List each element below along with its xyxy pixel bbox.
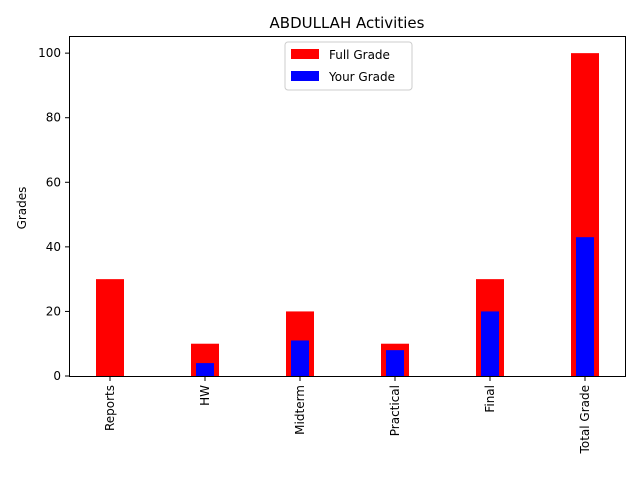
y-tick-label-5: 100 bbox=[38, 46, 61, 60]
full-grade-bar-0 bbox=[96, 279, 124, 376]
y-axis-label: Grades bbox=[15, 187, 29, 230]
legend: Full Grade Your Grade bbox=[284, 41, 413, 91]
chart-title: ABDULLAH Activities bbox=[270, 14, 425, 32]
y-tick-label-2: 40 bbox=[46, 240, 61, 254]
legend-swatch-0 bbox=[291, 49, 319, 59]
legend-swatch-1 bbox=[291, 71, 319, 81]
x-axis-ticks: Reports HW Midterm Practical Final Total Grad… bbox=[103, 376, 592, 454]
y-tick-label-0: 0 bbox=[53, 369, 61, 383]
your-grade-bar-4 bbox=[481, 311, 499, 376]
y-tick-label-1: 20 bbox=[46, 304, 61, 318]
your-grade-bar-3 bbox=[386, 350, 404, 376]
your-grade-bar-5 bbox=[576, 237, 594, 376]
y-tick-label-3: 60 bbox=[46, 175, 61, 189]
your-grade-bar-1 bbox=[196, 363, 214, 376]
legend-label-1: Your Grade bbox=[328, 70, 395, 84]
y-axis-ticks: 0 20 40 60 80 100 bbox=[38, 46, 70, 383]
x-tick-label-5: Total Grade bbox=[578, 385, 592, 454]
x-tick-label-3: Practical bbox=[388, 385, 402, 436]
your-grade-bars bbox=[196, 237, 594, 376]
legend-label-0: Full Grade bbox=[329, 48, 390, 62]
x-tick-label-2: Midterm bbox=[293, 385, 307, 435]
plot-frame bbox=[69, 36, 626, 377]
x-tick-label-4: Final bbox=[483, 385, 497, 413]
y-tick-label-4: 80 bbox=[46, 111, 61, 125]
your-grade-bar-2 bbox=[291, 340, 309, 376]
x-tick-label-1: HW bbox=[198, 385, 212, 406]
full-grade-bars bbox=[96, 53, 599, 377]
x-tick-label-0: Reports bbox=[103, 385, 117, 431]
